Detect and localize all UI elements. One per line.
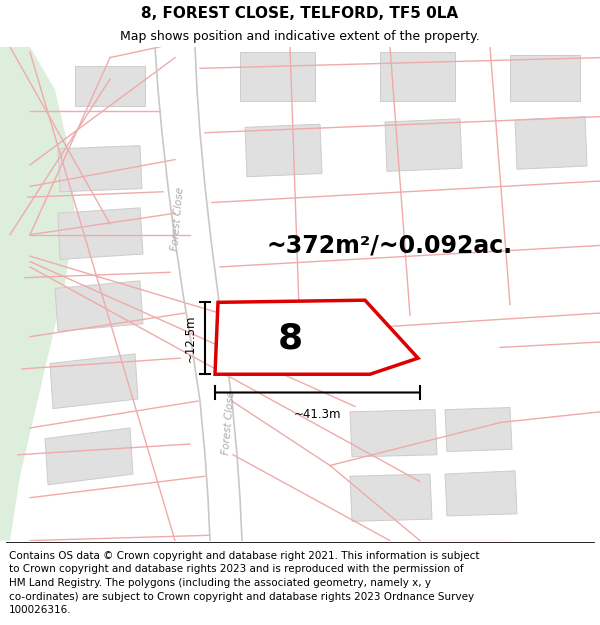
Polygon shape xyxy=(75,66,145,106)
Text: ~372m²/~0.092ac.: ~372m²/~0.092ac. xyxy=(267,234,513,258)
Polygon shape xyxy=(445,408,512,451)
Polygon shape xyxy=(445,471,517,516)
Polygon shape xyxy=(515,117,587,169)
Text: Forest Close: Forest Close xyxy=(170,186,186,251)
Polygon shape xyxy=(350,474,432,521)
Polygon shape xyxy=(245,124,322,177)
Text: 8, FOREST CLOSE, TELFORD, TF5 0LA: 8, FOREST CLOSE, TELFORD, TF5 0LA xyxy=(142,6,458,21)
Polygon shape xyxy=(58,146,142,192)
Text: Contains OS data © Crown copyright and database right 2021. This information is : Contains OS data © Crown copyright and d… xyxy=(9,551,479,615)
Text: 8: 8 xyxy=(277,322,302,356)
Polygon shape xyxy=(45,428,133,485)
Polygon shape xyxy=(58,208,143,259)
Polygon shape xyxy=(385,119,462,171)
Polygon shape xyxy=(510,56,580,101)
Text: ~41.3m: ~41.3m xyxy=(294,408,341,421)
Text: Forest Close: Forest Close xyxy=(221,390,237,455)
Text: Map shows position and indicative extent of the property.: Map shows position and indicative extent… xyxy=(120,30,480,43)
Polygon shape xyxy=(0,47,75,541)
Polygon shape xyxy=(215,300,418,374)
Polygon shape xyxy=(380,52,455,101)
Polygon shape xyxy=(55,281,143,331)
Polygon shape xyxy=(222,302,360,366)
Polygon shape xyxy=(350,409,437,457)
Polygon shape xyxy=(240,52,315,101)
Polygon shape xyxy=(50,354,138,409)
Text: ~12.5m: ~12.5m xyxy=(184,314,197,362)
